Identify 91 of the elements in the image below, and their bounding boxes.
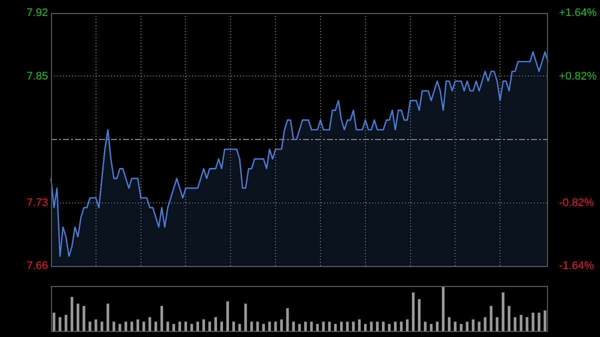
bar xyxy=(262,324,265,331)
bar xyxy=(310,322,313,331)
bar xyxy=(298,324,301,331)
bar xyxy=(334,324,337,331)
bar xyxy=(544,310,546,331)
bar xyxy=(304,322,307,331)
bar xyxy=(430,324,433,331)
bar xyxy=(148,317,152,331)
bar xyxy=(460,324,463,331)
bar xyxy=(64,314,68,331)
bar xyxy=(448,317,451,331)
bar xyxy=(466,322,468,331)
bar xyxy=(442,286,445,331)
bar xyxy=(496,317,498,331)
bar xyxy=(142,322,146,331)
bar xyxy=(286,308,289,331)
bar xyxy=(184,322,188,331)
bar xyxy=(52,312,56,331)
bar xyxy=(394,322,397,331)
bar xyxy=(124,322,128,331)
bar xyxy=(58,317,62,331)
bar xyxy=(484,317,486,331)
bar xyxy=(292,322,295,331)
bar xyxy=(346,322,349,331)
bar xyxy=(232,322,235,331)
bar xyxy=(370,322,373,331)
bar xyxy=(478,322,480,331)
bar xyxy=(502,292,504,331)
bar xyxy=(214,317,217,331)
bar xyxy=(424,322,427,331)
bar xyxy=(436,322,439,331)
bar xyxy=(250,322,253,331)
bar xyxy=(490,306,492,331)
bar xyxy=(70,296,74,331)
bar xyxy=(166,322,170,331)
bar xyxy=(406,319,409,331)
bar xyxy=(322,322,325,331)
bar xyxy=(382,322,385,331)
bar xyxy=(190,324,194,331)
bar xyxy=(472,319,474,331)
bar xyxy=(256,322,259,331)
bar xyxy=(532,312,534,331)
bar xyxy=(172,324,176,331)
bar xyxy=(106,304,110,331)
bar xyxy=(154,322,158,331)
y-tick-label: 7.66 xyxy=(26,260,48,272)
bar xyxy=(508,306,510,331)
bar xyxy=(160,306,164,331)
bar xyxy=(100,322,104,331)
bar xyxy=(514,317,516,331)
bar xyxy=(388,324,391,331)
bar xyxy=(136,319,140,331)
bar xyxy=(226,301,229,331)
bar xyxy=(376,322,379,331)
bar xyxy=(202,319,206,331)
bar xyxy=(316,324,319,331)
y-tick-label: 7.85 xyxy=(26,70,48,82)
bar xyxy=(538,312,540,331)
bar xyxy=(94,319,98,331)
bar xyxy=(454,322,457,331)
bar xyxy=(88,322,92,331)
bar xyxy=(526,317,528,331)
bar xyxy=(76,304,80,331)
bar xyxy=(244,304,247,331)
bar xyxy=(280,319,283,331)
bar xyxy=(82,306,86,331)
bar xyxy=(268,322,271,331)
bar xyxy=(178,322,182,331)
y-tick-label: 7.73 xyxy=(26,196,48,209)
bar xyxy=(196,322,200,331)
bar xyxy=(220,322,223,331)
bar xyxy=(130,322,134,331)
bar xyxy=(328,322,331,331)
bar xyxy=(364,324,367,331)
bar xyxy=(238,324,241,331)
bar xyxy=(358,319,361,331)
bar xyxy=(520,314,522,331)
y2-tick-label: -0.82% xyxy=(559,196,594,209)
bar xyxy=(340,322,343,331)
y2-tick-label: +1.64% xyxy=(559,7,597,20)
bar xyxy=(208,322,212,331)
bar xyxy=(412,292,415,331)
bar xyxy=(400,322,403,331)
bar xyxy=(274,322,277,331)
bar xyxy=(352,322,355,331)
y2-tick-label: -1.64% xyxy=(559,260,594,272)
bar xyxy=(118,324,122,331)
y-tick-label: 7.92 xyxy=(26,7,48,20)
bar xyxy=(418,299,421,331)
bar xyxy=(112,322,116,331)
y2-tick-label: +0.82% xyxy=(559,70,597,82)
